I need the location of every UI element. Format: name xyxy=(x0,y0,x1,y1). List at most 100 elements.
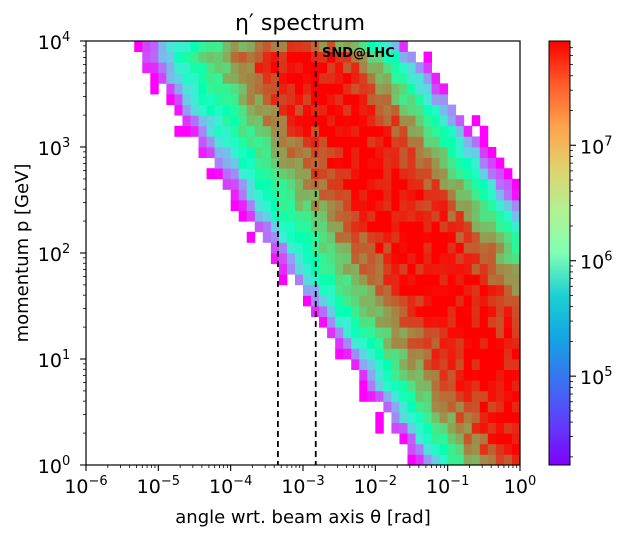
heatmap-cell xyxy=(278,51,288,63)
heatmap-cell xyxy=(351,41,360,52)
heatmap-cell xyxy=(495,189,505,201)
heatmap-cell xyxy=(431,136,441,148)
y-tick-label: 103 xyxy=(38,136,70,160)
heatmap-cell xyxy=(327,295,336,307)
heatmap-cell xyxy=(230,62,240,74)
heatmap-cell xyxy=(222,62,232,74)
heatmap-cell xyxy=(254,221,264,233)
heatmap-cell xyxy=(463,189,473,201)
heatmap-cell xyxy=(455,443,465,455)
heatmap-cell xyxy=(487,210,497,222)
heatmap-cell xyxy=(447,454,457,466)
heatmap-cell xyxy=(262,189,272,201)
heatmap-cell xyxy=(407,369,416,381)
heatmap-cell xyxy=(343,147,352,158)
heatmap-cell xyxy=(359,115,368,127)
heatmap-cell xyxy=(375,178,384,190)
heatmap-cell xyxy=(351,125,360,137)
heatmap-cell xyxy=(230,94,240,105)
heatmap-cell xyxy=(423,369,432,381)
heatmap-cell xyxy=(319,104,328,116)
heatmap-cell xyxy=(294,242,304,254)
heatmap-cell xyxy=(415,443,424,455)
heatmap-cell xyxy=(303,231,312,243)
heatmap-cell xyxy=(399,327,408,339)
heatmap-cell xyxy=(351,136,360,148)
heatmap-cell xyxy=(343,83,352,95)
heatmap-cell xyxy=(479,125,489,137)
heatmap-cell xyxy=(375,189,384,201)
heatmap-cell xyxy=(487,443,497,455)
heatmap-cell xyxy=(254,104,264,116)
x-tick-label: 10−4 xyxy=(209,474,252,498)
heatmap-cell xyxy=(286,168,296,180)
heatmap-cell xyxy=(246,83,256,95)
heatmap-cell xyxy=(262,157,272,169)
heatmap-cell xyxy=(351,72,360,84)
heatmap-cell xyxy=(303,221,312,233)
heatmap-cell xyxy=(190,115,199,127)
heatmap-cell xyxy=(407,306,416,317)
heatmap-cell xyxy=(222,147,232,158)
heatmap-cell xyxy=(399,295,408,307)
heatmap-cell xyxy=(471,284,481,296)
heatmap-cell xyxy=(246,94,256,105)
heatmap-cell xyxy=(447,210,457,222)
heatmap-cell xyxy=(415,189,424,201)
heatmap-cell xyxy=(278,263,288,275)
heatmap-cell xyxy=(447,200,457,211)
heatmap-cell xyxy=(367,316,376,328)
heatmap-cell xyxy=(214,72,224,84)
heatmap-cell xyxy=(278,41,288,52)
heatmap-cell xyxy=(423,263,432,275)
heatmap-cell xyxy=(335,178,344,190)
heatmap-cell xyxy=(407,157,416,169)
heatmap-cell xyxy=(367,41,376,52)
heatmap-cell xyxy=(367,306,376,317)
heatmap-cell xyxy=(327,136,336,148)
heatmap-cell xyxy=(335,83,344,95)
heatmap-cell xyxy=(375,62,384,74)
heatmap-cell xyxy=(439,157,449,169)
heatmap-cell xyxy=(367,51,376,63)
heatmap-cell xyxy=(303,94,312,105)
heatmap-cell xyxy=(294,274,304,286)
heatmap-cell xyxy=(198,94,207,105)
heatmap-cell xyxy=(190,125,199,137)
heatmap-cell xyxy=(375,200,384,211)
heatmap-cell xyxy=(439,401,449,413)
heatmap-cell xyxy=(375,412,384,423)
heatmap-cell xyxy=(294,94,304,105)
heatmap-cell xyxy=(487,380,497,392)
heatmap-cell xyxy=(463,316,473,328)
heatmap-cell xyxy=(254,168,264,180)
heatmap-cell xyxy=(407,168,416,180)
y-tick-label: 104 xyxy=(38,30,70,54)
heatmap-cell xyxy=(351,94,360,105)
heatmap-cell xyxy=(375,422,384,434)
heatmap-cell xyxy=(351,104,360,116)
heatmap-cell xyxy=(327,51,336,63)
heatmap-cell xyxy=(431,115,441,127)
heatmap-cell xyxy=(439,94,449,105)
heatmap-cell xyxy=(407,104,416,116)
heatmap-cell xyxy=(487,359,497,370)
heatmap-cell xyxy=(503,295,513,307)
heatmap-cell xyxy=(278,157,288,169)
heatmap-cell xyxy=(439,348,449,360)
heatmap-cell xyxy=(495,443,505,455)
heatmap-cell xyxy=(311,72,320,84)
heatmap-cell xyxy=(327,41,336,52)
heatmap-cell xyxy=(359,62,368,74)
heatmap-cell xyxy=(431,94,441,105)
heatmap-cell xyxy=(439,412,449,423)
heatmap-cell xyxy=(359,104,368,116)
heatmap-cell xyxy=(375,327,384,339)
heatmap-cell xyxy=(431,72,441,84)
heatmap-cell xyxy=(246,41,256,52)
heatmap-cell xyxy=(335,41,344,52)
heatmap-cell xyxy=(327,316,336,328)
heatmap-cell xyxy=(391,359,400,370)
heatmap-cell xyxy=(399,178,408,190)
heatmap-cell xyxy=(503,443,513,455)
